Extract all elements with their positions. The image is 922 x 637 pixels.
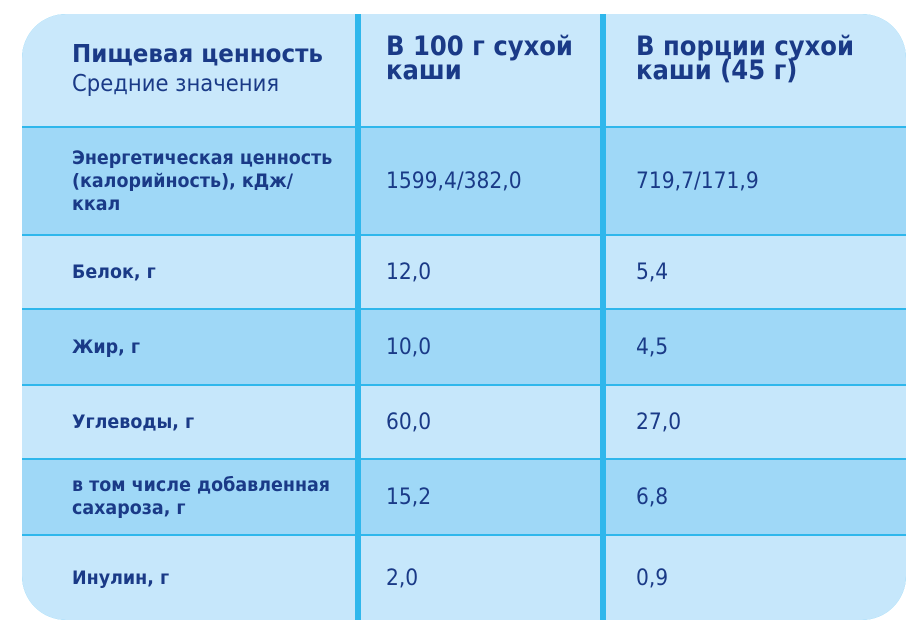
row-label-cell: Инулин, г: [22, 536, 358, 620]
row-label-cell: Углеводы, г: [22, 386, 358, 458]
table-row: Углеводы, г 60,0 27,0: [22, 386, 906, 458]
column-divider: [600, 14, 606, 620]
row-per-serving-value: 4,5: [636, 334, 669, 360]
table-row: Инулин, г 2,0 0,9: [22, 536, 906, 620]
table-header-row: Пищевая ценность Средние значения В 100 …: [22, 14, 906, 126]
row-per100-cell: 2,0: [358, 536, 606, 620]
header-per100-title: В 100 г сухой каши: [386, 31, 573, 86]
row-per-serving-cell: 4,5: [606, 310, 906, 384]
header-cell-per100: В 100 г сухой каши: [358, 14, 606, 126]
row-per100-value: 12,0: [386, 259, 432, 285]
row-per100-cell: 60,0: [358, 386, 606, 458]
nutrition-table-frame: Пищевая ценность Средние значения В 100 …: [22, 14, 906, 620]
row-per100-value: 2,0: [386, 565, 419, 591]
row-per-serving-value: 0,9: [636, 565, 669, 591]
header-nutrition-title: Пищевая ценность: [72, 39, 323, 68]
row-per100-value: 60,0: [386, 409, 432, 435]
row-label: Углеводы, г: [72, 410, 195, 433]
row-per100-cell: 10,0: [358, 310, 606, 384]
row-per100-cell: 12,0: [358, 236, 606, 308]
table-row: Жир, г 10,0 4,5: [22, 310, 906, 384]
row-label: в том числе добавленная сахароза, г: [72, 474, 331, 519]
row-label-cell: Жир, г: [22, 310, 358, 384]
row-per-serving-cell: 0,9: [606, 536, 906, 620]
column-divider: [355, 14, 361, 620]
header-cell-per-serving: В порции сухой каши (45 г): [606, 14, 906, 126]
table-row: в том числе добавленная сахароза, г 15,2…: [22, 460, 906, 534]
row-per100-value: 1599,4/382,0: [386, 168, 522, 194]
table-row: Энергетическая ценность (калорийность), …: [22, 128, 906, 234]
row-label-cell: Энергетическая ценность (калорийность), …: [22, 128, 358, 234]
row-per-serving-cell: 6,8: [606, 460, 906, 534]
row-label: Энергетическая ценность (калорийность), …: [72, 146, 333, 215]
table-row: Белок, г 12,0 5,4: [22, 236, 906, 308]
row-label: Жир, г: [72, 335, 141, 358]
header-per-serving-title: В порции сухой каши (45 г): [636, 31, 855, 86]
row-per-serving-value: 719,7/171,9: [636, 168, 759, 194]
row-per-serving-value: 27,0: [636, 409, 682, 435]
row-per-serving-value: 5,4: [636, 259, 669, 285]
row-label: Инулин, г: [72, 566, 170, 589]
row-label: Белок, г: [72, 260, 156, 283]
row-per100-cell: 15,2: [358, 460, 606, 534]
row-per-serving-value: 6,8: [636, 484, 669, 510]
row-per100-value: 10,0: [386, 334, 432, 360]
row-label-cell: Белок, г: [22, 236, 358, 308]
nutrition-table: Пищевая ценность Средние значения В 100 …: [22, 14, 906, 620]
row-per-serving-cell: 5,4: [606, 236, 906, 308]
header-cell-nutrition: Пищевая ценность Средние значения: [22, 14, 358, 126]
row-per-serving-cell: 719,7/171,9: [606, 128, 906, 234]
row-per100-value: 15,2: [386, 484, 432, 510]
row-label-cell: в том числе добавленная сахароза, г: [22, 460, 358, 534]
row-per-serving-cell: 27,0: [606, 386, 906, 458]
row-per100-cell: 1599,4/382,0: [358, 128, 606, 234]
header-nutrition-subtitle: Средние значения: [72, 71, 280, 97]
